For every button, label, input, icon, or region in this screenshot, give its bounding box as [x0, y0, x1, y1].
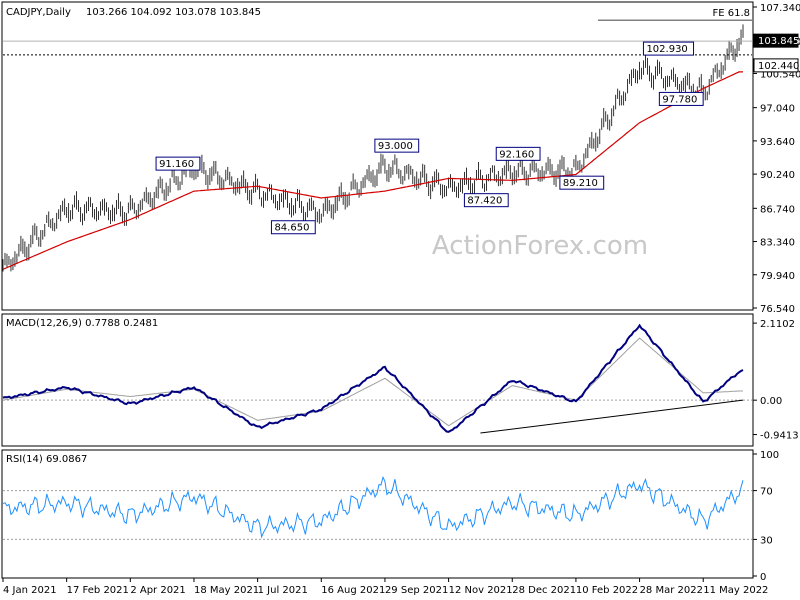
rsi-tick-label: 0 [760, 572, 766, 583]
axis-price-label: 103.845 [758, 36, 799, 47]
watermark: ActionForex.com [432, 231, 648, 261]
swing-label-box [374, 138, 420, 153]
swing-label-box [658, 91, 704, 106]
swing-label: 97.780 [662, 94, 697, 105]
swing-label: 89.210 [563, 178, 598, 189]
rsi-label: RSI(14) 69.0867 [6, 454, 87, 465]
price-candles [2, 24, 744, 272]
price-lines [2, 19, 752, 270]
x-tick-label: 29 Sep 2021 [385, 585, 448, 596]
rsi-line [2, 475, 744, 539]
macd-signal-line [2, 337, 743, 427]
x-tick-label: 17 Feb 2021 [67, 585, 129, 596]
axis-price-box [753, 58, 799, 73]
price-tick-label: 107.340 [760, 3, 800, 14]
x-tick-label: 4 Jan 2021 [3, 585, 57, 596]
x-tick-label: 1 Jul 2021 [258, 585, 308, 596]
macd-trendline [480, 399, 744, 434]
price-tick-label: 86.740 [760, 204, 795, 215]
x-tick-label: 10 Feb 2022 [576, 585, 638, 596]
swing-label: 93.000 [378, 141, 413, 152]
swing-label-box [559, 175, 605, 190]
swing-label-box [642, 41, 695, 56]
swing-label: 87.420 [467, 196, 502, 207]
rsi-tick-label: 70 [760, 487, 773, 498]
macd-panel [1, 313, 754, 447]
macd-layer: 2.1102 0.00 -0.9413 [2, 319, 799, 442]
swing-label: 92.160 [499, 149, 534, 160]
ema-line [2, 71, 743, 270]
rsi-tick-label: 30 [760, 535, 773, 546]
price-tick-label: 93.640 [760, 137, 795, 148]
macd-line [2, 323, 744, 433]
chart-ohlc: 103.266 104.092 103.078 103.845 [86, 7, 261, 18]
price-tick-label: 79.940 [760, 271, 795, 282]
price-tick-label: 83.340 [760, 238, 795, 249]
rsi-layer: 100 70 30 0 [2, 450, 779, 583]
swing-label: 102.930 [646, 44, 687, 55]
x-tick-label: 16 Aug 2021 [321, 585, 385, 596]
chart-title: CADJPY,Daily [6, 7, 71, 18]
x-tick-label: 28 Dec 2021 [512, 585, 576, 596]
swing-label-box [463, 193, 509, 208]
x-tick-label: 28 Mar 2022 [640, 585, 703, 596]
swing-label-box [495, 146, 541, 161]
axis-price-label: 102.440 [758, 61, 799, 72]
swing-label-box [270, 220, 316, 235]
x-tick-label: 11 May 2022 [703, 585, 768, 596]
macd-tick-label: -0.9413 [760, 431, 799, 442]
swing-label-box [155, 156, 201, 171]
price-tick-label: 100.540 [760, 69, 800, 80]
swing-label: 91.160 [159, 159, 194, 170]
price-tick-label: 90.240 [760, 170, 795, 181]
x-tick-label: 12 Nov 2021 [449, 585, 513, 596]
price-labels: FE 61.8 103.845 102.440 91.160 84.650 93.000 8… [155, 8, 799, 235]
macd-label: MACD(12,26,9) 0.7788 0.2481 [6, 318, 158, 329]
x-tick-label: 2 Apr 2021 [130, 585, 185, 596]
macd-tick-label: 2.1102 [760, 319, 795, 330]
x-axis: 4 Jan 2021 17 Feb 2021 2 Apr 2021 18 May 20… [2, 578, 768, 596]
price-panel [1, 1, 754, 311]
price-axis: 107.340103.840100.54097.04093.64090.2408… [753, 3, 800, 315]
swing-label: 84.650 [274, 223, 309, 234]
price-tick-label: 97.040 [760, 104, 795, 115]
price-tick-label: 76.540 [760, 304, 795, 315]
x-tick-label: 18 May 2021 [194, 585, 259, 596]
macd-tick-label: 0.00 [760, 396, 782, 407]
rsi-tick-label: 100 [760, 450, 779, 461]
axis-price-box [753, 33, 799, 48]
fe-label: FE 61.8 [712, 8, 750, 19]
